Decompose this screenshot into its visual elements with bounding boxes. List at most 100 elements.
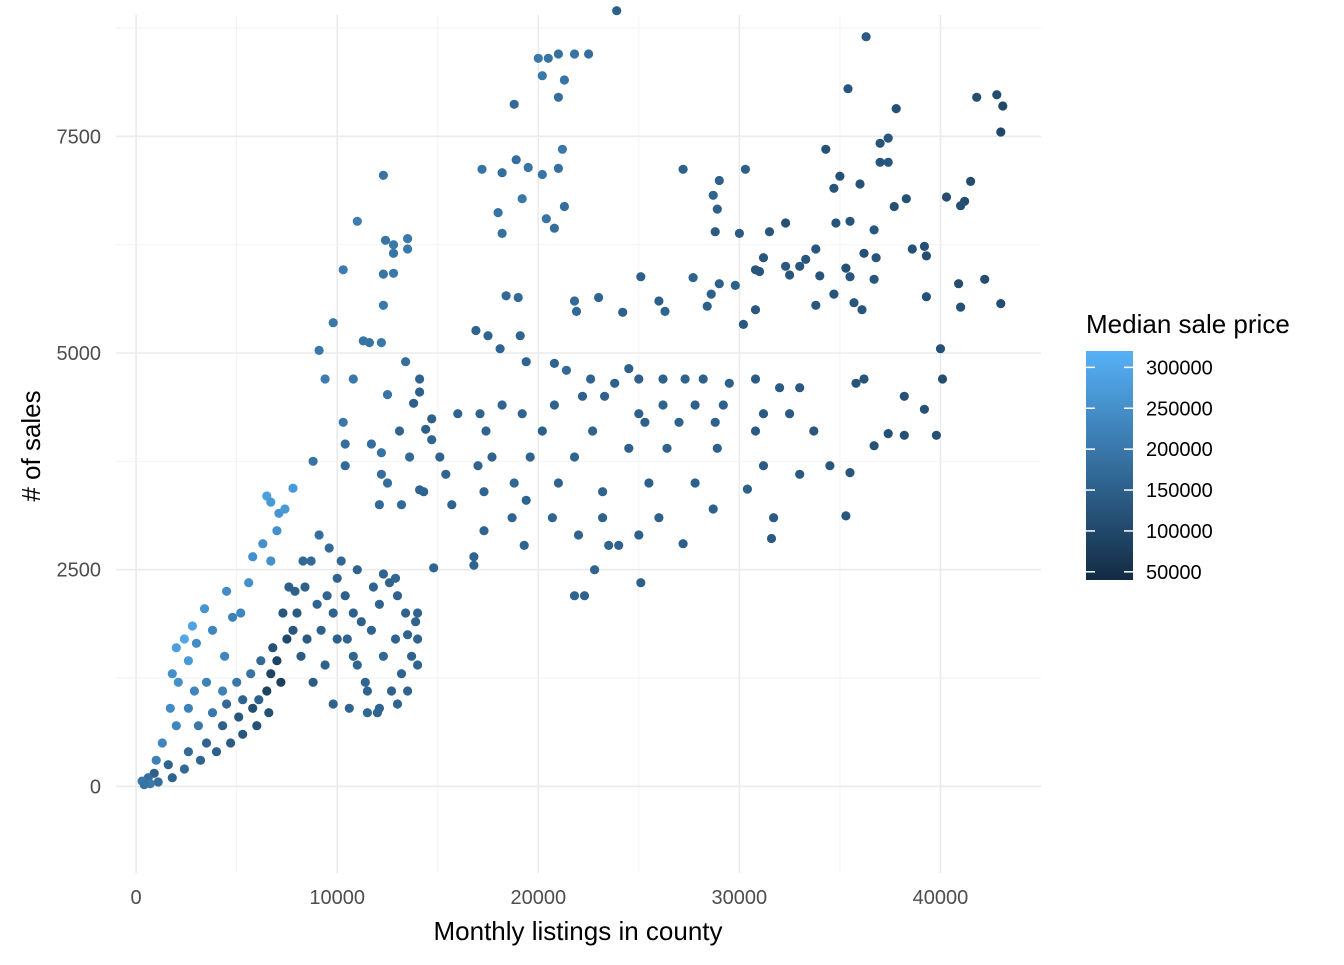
- scatter-point: [658, 374, 668, 384]
- scatter-point: [871, 253, 881, 263]
- scatter-point: [236, 608, 246, 618]
- scatter-point: [390, 573, 401, 583]
- scatter-point: [861, 32, 871, 42]
- scatter-point: [272, 656, 282, 666]
- scatter-point: [624, 443, 634, 453]
- scatter-point: [660, 306, 670, 316]
- scatter-point: [845, 216, 855, 226]
- scatter-point: [195, 755, 206, 765]
- scatter-point: [278, 608, 288, 618]
- scatter-point: [258, 539, 268, 549]
- scatter-point: [308, 456, 318, 466]
- scatter-point: [835, 171, 845, 181]
- scatter-point: [855, 179, 865, 189]
- scatter-point: [654, 296, 664, 306]
- scatter-point: [314, 530, 324, 540]
- scatter-point: [244, 578, 254, 588]
- scatter-point: [604, 540, 614, 551]
- scatter-point: [276, 677, 286, 687]
- scatter-point: [640, 417, 650, 427]
- scatter-point: [754, 266, 765, 277]
- scatter-point: [163, 760, 173, 770]
- scatter-point: [931, 430, 942, 440]
- scatter-point: [937, 374, 948, 384]
- scatter-point: [859, 374, 869, 384]
- scatter-point: [734, 228, 745, 238]
- scatter-point: [222, 699, 232, 709]
- scatter-point: [785, 270, 795, 280]
- scatter-point: [374, 599, 384, 609]
- legend-label: 100000: [1146, 521, 1213, 543]
- scatter-point: [569, 452, 580, 462]
- scatter-point: [167, 669, 177, 679]
- scatter-point: [348, 651, 358, 661]
- scatter-point: [569, 296, 580, 306]
- legend-label: 150000: [1146, 480, 1213, 502]
- scatter-point: [841, 511, 851, 521]
- scatter-point: [618, 307, 628, 317]
- scatter-point: [517, 194, 527, 204]
- scatter-point: [875, 157, 885, 167]
- scatter-point: [252, 721, 262, 731]
- scatter-point: [390, 634, 401, 644]
- scatter-point: [401, 608, 411, 618]
- scatter-point: [320, 660, 330, 670]
- scatter-point: [328, 318, 338, 328]
- scatter-point: [207, 708, 218, 718]
- scatter-point: [523, 162, 533, 173]
- scatter-point: [517, 409, 527, 419]
- scatter-point: [392, 591, 403, 601]
- scatter-point: [222, 586, 232, 596]
- scatter-point: [742, 484, 753, 494]
- scatter-point: [992, 90, 1002, 100]
- scatter-point: [706, 289, 716, 299]
- scatter-point: [228, 612, 238, 622]
- scatter-point: [869, 274, 879, 284]
- y-tick-label: 0: [90, 776, 101, 798]
- scatter-point: [234, 712, 244, 722]
- scatter-point: [815, 271, 825, 281]
- scatter-point: [811, 244, 821, 254]
- scatter-point: [537, 169, 547, 180]
- scatter-point: [220, 651, 230, 661]
- legend-label: 50000: [1146, 562, 1202, 584]
- scatter-point: [577, 391, 588, 401]
- scatter-point: [889, 201, 899, 212]
- scatter-point: [447, 500, 457, 510]
- scatter-point: [288, 625, 298, 635]
- scatter-point: [883, 133, 893, 143]
- scatter-point: [139, 780, 149, 790]
- scatter-point: [165, 703, 175, 713]
- scatter-point: [980, 274, 990, 284]
- scatter-point: [549, 400, 560, 410]
- scatter-point: [415, 374, 425, 384]
- legend-label: 200000: [1146, 439, 1213, 461]
- x-axis-title: Monthly listings in county: [433, 916, 722, 946]
- scatter-point: [403, 244, 413, 254]
- scatter-point: [378, 170, 388, 180]
- scatter-point: [899, 391, 909, 401]
- scatter-point: [843, 84, 853, 94]
- scatter-point: [972, 92, 982, 102]
- scatter-point: [636, 578, 646, 588]
- scatter-point: [374, 500, 384, 510]
- scatter-point: [382, 478, 393, 488]
- scatter-point: [557, 144, 568, 154]
- scatter-point: [825, 461, 835, 471]
- scatter-point: [662, 443, 672, 453]
- scatter-point: [368, 582, 378, 592]
- scatter-point: [678, 164, 688, 174]
- scatter-point: [475, 409, 485, 419]
- scatter-point: [376, 469, 386, 479]
- scatter-point: [382, 390, 393, 400]
- scatter-point: [378, 569, 388, 579]
- scatter-point: [553, 49, 564, 59]
- scatter-point: [541, 214, 551, 224]
- scatter-point: [427, 435, 437, 445]
- scatter-point: [211, 747, 222, 757]
- scatter-point: [403, 234, 413, 244]
- scatter-point: [549, 358, 560, 368]
- scatter-point: [254, 695, 264, 705]
- scatter-point: [785, 409, 795, 419]
- scatter-point: [314, 345, 324, 355]
